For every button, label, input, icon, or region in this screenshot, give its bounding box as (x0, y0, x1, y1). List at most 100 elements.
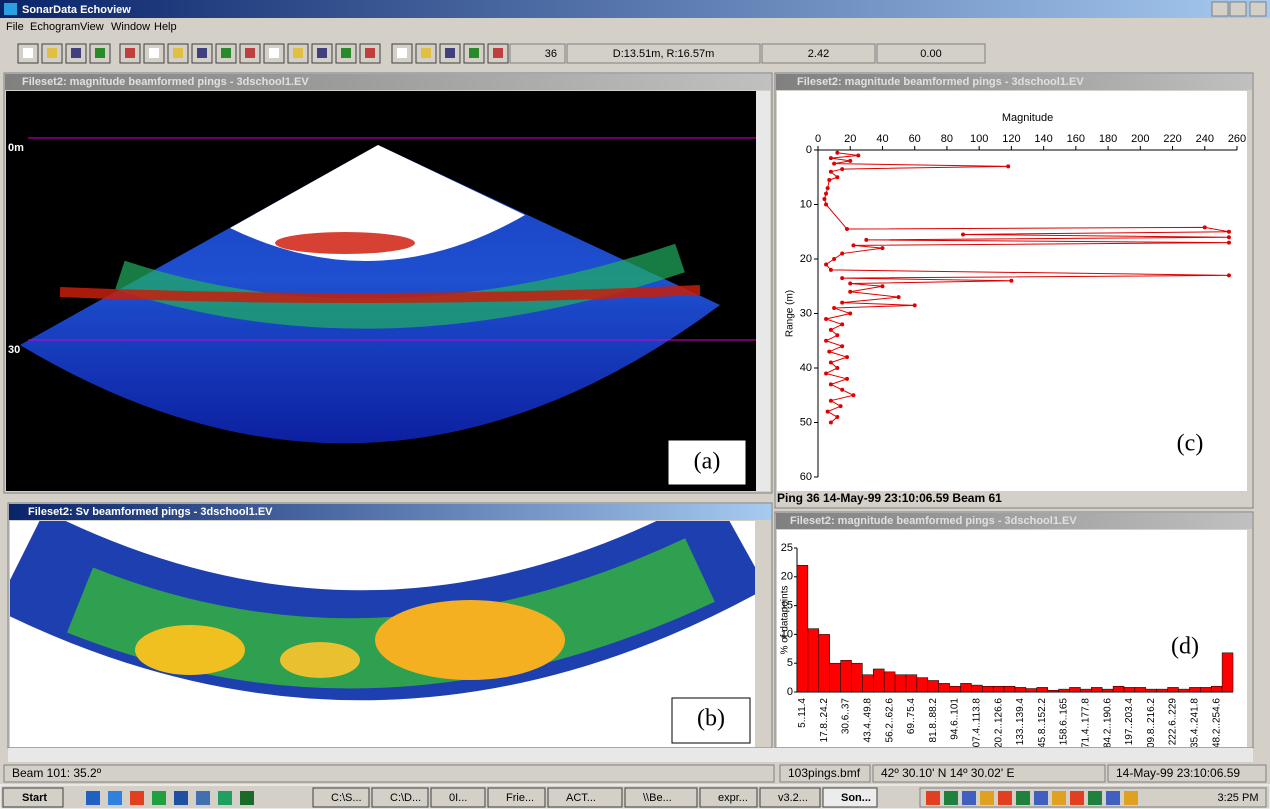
maximize-button[interactable] (1230, 2, 1246, 16)
window-b-title: Fileset2: Sv beamformed pings - 3dschool… (28, 506, 273, 518)
data-point (827, 178, 831, 182)
menu-bar: File EchogramView Window Help (0, 19, 1270, 35)
tray-icon[interactable] (1070, 791, 1084, 805)
x-tick-label: 133..139.4 (1015, 698, 1026, 746)
y-axis-label: Range (m) (785, 290, 796, 337)
x-tick-label: 94.6..101 (950, 698, 961, 740)
status-bar: Beam 101: 35.2º103pings.bmf42º 30.10' N … (4, 765, 1266, 782)
tray-icon[interactable] (962, 791, 976, 805)
data-point (829, 361, 833, 365)
menu-item[interactable]: View (80, 21, 104, 33)
toolbar-field-text: 36 (545, 48, 557, 60)
data-point (824, 339, 828, 343)
y-tick-label: 20 (781, 571, 793, 583)
tray-icon[interactable] (980, 791, 994, 805)
bar (1222, 653, 1233, 692)
menu-item[interactable]: File (6, 21, 24, 33)
menu-item[interactable]: Window (111, 21, 150, 33)
bar (906, 675, 917, 692)
data-point (824, 192, 828, 196)
data-point (824, 262, 828, 266)
data-point (829, 156, 833, 160)
data-point (1203, 225, 1207, 229)
data-point (826, 186, 830, 190)
x-tick-label: 158.6..165 (1059, 698, 1070, 746)
school-echo (275, 232, 415, 254)
tray-icon[interactable] (926, 791, 940, 805)
app-title: SonarData Echoview (22, 4, 131, 16)
bar (808, 629, 819, 692)
bar (1091, 687, 1102, 692)
data-point (845, 377, 849, 381)
data-point (840, 322, 844, 326)
bar (1124, 687, 1135, 692)
bar (873, 669, 884, 692)
quick-launch-icon[interactable] (130, 791, 144, 805)
bar (862, 675, 873, 692)
data-point (1227, 273, 1231, 277)
y-tick-label: 60 (800, 471, 812, 483)
task-label: v3.2... (778, 792, 808, 804)
data-point (829, 170, 833, 174)
tray-icon[interactable] (1106, 791, 1120, 805)
scrollbar[interactable] (756, 91, 770, 491)
quick-launch-icon[interactable] (196, 791, 210, 805)
bar (841, 660, 852, 692)
tray-icon[interactable] (998, 791, 1012, 805)
minimize-button[interactable] (1212, 2, 1228, 16)
bar (1004, 686, 1015, 692)
x-tick-label: 171.4..177.8 (1080, 698, 1091, 754)
tray-icon[interactable] (1088, 791, 1102, 805)
bar (1113, 686, 1124, 692)
bar (1146, 689, 1157, 692)
tray-icon[interactable] (1034, 791, 1048, 805)
tool-icon (445, 48, 455, 58)
horizontal-scrollbar[interactable] (8, 748, 1253, 762)
bar (830, 663, 841, 692)
quick-launch-icon[interactable] (218, 791, 232, 805)
quick-launch-icon[interactable] (86, 791, 100, 805)
bar (1168, 687, 1179, 692)
tool-icon (245, 48, 255, 58)
x-tick-label: 120.2..126.6 (993, 698, 1004, 754)
close-button[interactable] (1250, 2, 1266, 16)
data-point (835, 175, 839, 179)
tool-icon (23, 48, 33, 58)
tray-icon[interactable] (1124, 791, 1138, 805)
quick-launch-icon[interactable] (240, 791, 254, 805)
tray-icon[interactable] (1052, 791, 1066, 805)
toolbar-field-text: 0.00 (920, 48, 941, 60)
x-tick-label: 0 (815, 133, 821, 145)
bar (1059, 689, 1070, 692)
data-point (1227, 230, 1231, 234)
bar (950, 686, 961, 692)
panel-label: (b) (697, 706, 725, 732)
y-tick-label: 0 (787, 686, 793, 698)
x-tick-label: 5..11.4 (797, 698, 808, 728)
tray-icon[interactable] (944, 791, 958, 805)
bar (884, 672, 895, 692)
bar (1080, 689, 1091, 692)
quick-launch-icon[interactable] (174, 791, 188, 805)
bar (917, 678, 928, 692)
quick-launch-icon[interactable] (152, 791, 166, 805)
panel-label: (c) (1177, 431, 1204, 457)
data-point (829, 399, 833, 403)
bar (961, 683, 972, 692)
toolbar: 36D:13.51m, R:16.57m2.420.00 (18, 44, 985, 63)
menu-item[interactable]: Echogram (30, 21, 80, 33)
window-c-title: Fileset2: magnitude beamformed pings - 3… (797, 76, 1084, 88)
tray-icon[interactable] (1016, 791, 1030, 805)
quick-launch-icon[interactable] (108, 791, 122, 805)
bar (982, 686, 993, 692)
tool-icon (47, 48, 57, 58)
menu-item[interactable]: Help (154, 21, 177, 33)
data-point (897, 295, 901, 299)
tool-icon (317, 48, 327, 58)
window-d-title: Fileset2: magnitude beamformed pings - 3… (790, 515, 1077, 527)
y-tick-label: 5 (787, 657, 793, 669)
task-label: ACT... (566, 792, 596, 804)
data-point (835, 415, 839, 419)
x-tick-label: 222.6..229 (1168, 698, 1179, 746)
x-tick-label: 248.2..254.6 (1211, 698, 1222, 754)
